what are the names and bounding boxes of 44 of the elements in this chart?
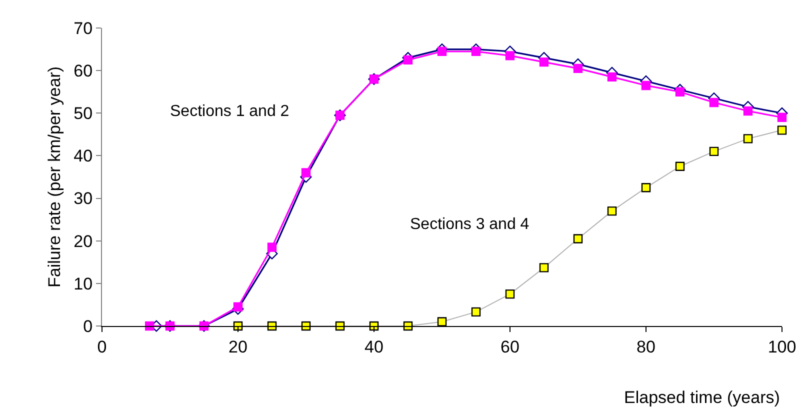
point — [743, 106, 753, 116]
point — [505, 51, 515, 60]
point — [437, 46, 447, 56]
annotation: Sections 1 and 2 — [170, 103, 290, 120]
point — [675, 87, 685, 96]
x-tick-label: 0 — [97, 337, 107, 356]
annotation: Sections 3 and 4 — [410, 216, 530, 233]
point — [573, 234, 583, 244]
point — [573, 64, 583, 74]
point — [539, 57, 549, 67]
x-tick-label: 60 — [500, 337, 520, 356]
point — [777, 126, 787, 135]
x-tick-label: 20 — [228, 337, 248, 356]
y-tick-label: 40 — [74, 146, 93, 166]
point — [641, 183, 651, 192]
x-tick-label: 80 — [636, 337, 656, 356]
point — [607, 206, 617, 216]
point — [267, 242, 277, 252]
point — [709, 146, 719, 156]
x-tick-label: 40 — [364, 337, 384, 356]
x-tick-label: 100 — [768, 337, 796, 356]
point — [675, 162, 685, 171]
y-axis-title: Failure rate (per km/per year) — [45, 66, 64, 288]
point — [777, 112, 787, 122]
point — [437, 317, 447, 326]
point — [471, 46, 481, 56]
y-tick-label: 20 — [74, 232, 93, 251]
point — [539, 263, 549, 272]
point — [301, 168, 311, 178]
point — [607, 72, 617, 82]
y-tick-label: 70 — [74, 18, 93, 38]
point — [505, 289, 515, 299]
point — [233, 302, 243, 312]
point — [403, 55, 413, 65]
point — [709, 98, 719, 108]
x-axis-title: Elapsed time (years) — [624, 388, 780, 407]
y-tick-label: 60 — [74, 62, 93, 81]
y-tick-label: 30 — [74, 189, 93, 208]
point — [743, 134, 753, 144]
y-tick-label: 50 — [74, 104, 93, 124]
y-tick-label: 0 — [83, 316, 93, 336]
point — [471, 307, 481, 317]
y-tick-label: 10 — [74, 274, 93, 294]
point — [641, 80, 651, 90]
